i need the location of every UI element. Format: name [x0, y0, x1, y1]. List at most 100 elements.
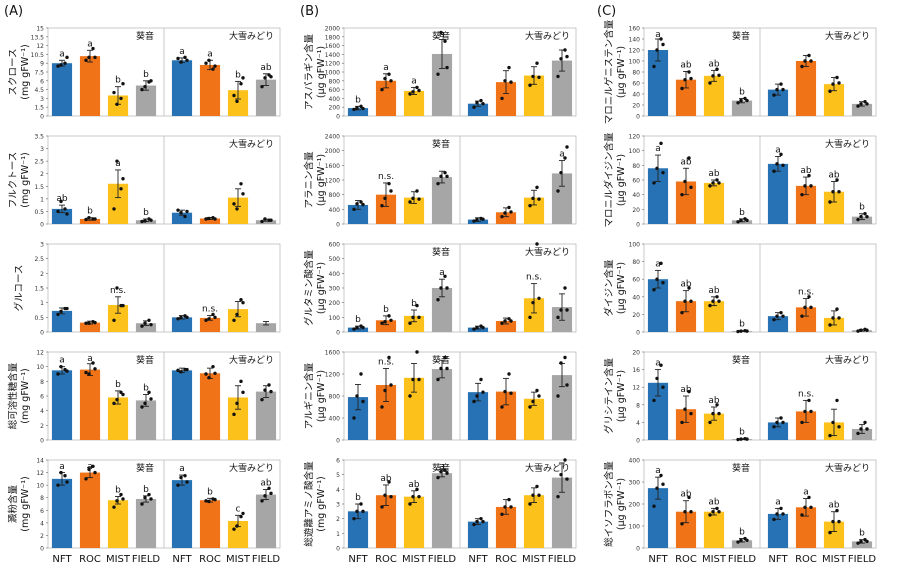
data-point	[204, 217, 208, 221]
data-point	[415, 487, 419, 492]
data-point	[807, 53, 811, 58]
bar-field	[255, 323, 277, 332]
significance-letter: ab	[708, 497, 720, 507]
y-tick-label: 6	[40, 508, 44, 515]
significance-letter: b	[859, 203, 865, 213]
significance-letter: a	[87, 354, 93, 364]
data-point	[445, 174, 449, 179]
significance-letter: b	[355, 493, 361, 503]
bar-nft	[347, 327, 369, 332]
y-axis-label: グルタミン酸含量	[303, 250, 315, 327]
significance-letter: a	[655, 259, 661, 269]
data-point	[439, 286, 443, 290]
y-tick-label: 0	[636, 546, 640, 553]
subplot-title: 大雪みどり	[525, 246, 570, 258]
x-category-label: FIELD	[728, 554, 757, 565]
y-tick-label: 3	[40, 96, 44, 103]
bar-mist	[703, 413, 725, 440]
y-tick-label: 3	[336, 502, 340, 509]
data-point	[831, 190, 835, 194]
bar-field	[255, 391, 277, 440]
data-point	[260, 84, 264, 89]
significance-letter: a	[207, 49, 213, 59]
data-point	[687, 286, 691, 290]
data-point	[91, 361, 95, 365]
significance-letter: ab	[680, 490, 692, 500]
data-point	[537, 296, 541, 300]
data-point	[147, 492, 151, 497]
y-tick-label: 2	[40, 271, 44, 278]
data-point	[389, 318, 393, 322]
y-axis-label: (μg gFW⁻¹)	[316, 46, 327, 98]
y-axis-label: (μg gFW⁻¹)	[616, 154, 627, 206]
data-point	[415, 350, 419, 354]
data-point	[779, 506, 783, 511]
data-point	[185, 209, 189, 214]
data-point	[856, 104, 860, 108]
data-point	[380, 405, 384, 409]
data-point	[119, 492, 123, 497]
data-point	[183, 214, 187, 219]
data-point	[715, 67, 719, 71]
significance-letter: n.s.	[378, 358, 394, 368]
significance-letter: b	[115, 76, 121, 86]
bar-mist	[523, 298, 545, 332]
data-point	[565, 383, 569, 387]
significance-letter: a	[383, 63, 389, 73]
y-tick-label: 1200	[325, 178, 340, 185]
data-point	[355, 394, 359, 398]
y-tick-label: 2	[40, 171, 44, 178]
data-point	[56, 312, 60, 317]
data-point	[383, 388, 387, 393]
significance-letter: b	[143, 208, 149, 218]
data-point	[185, 315, 189, 320]
y-tick-label: 1600	[325, 350, 340, 357]
x-category-label: NFT	[468, 554, 488, 565]
data-point	[93, 217, 97, 221]
y-tick-label: 12	[36, 470, 44, 477]
data-point	[361, 106, 365, 111]
y-tick-label: 10.5	[31, 52, 45, 59]
data-point	[745, 538, 749, 542]
data-point	[387, 355, 391, 360]
data-point	[781, 420, 785, 425]
x-category-label: MIST	[522, 554, 547, 565]
data-point	[239, 182, 243, 186]
data-point	[59, 199, 63, 204]
data-point	[408, 394, 412, 398]
y-tick-label: 3	[40, 242, 44, 249]
data-point	[436, 377, 440, 382]
data-point	[739, 218, 743, 223]
data-point	[500, 405, 504, 409]
y-tick-label: 2	[40, 423, 44, 430]
x-category-label: ROC	[795, 554, 817, 565]
data-point	[528, 83, 532, 87]
data-point	[56, 64, 60, 68]
data-point	[736, 220, 740, 224]
y-tick-label: 800	[329, 192, 341, 199]
data-point	[781, 314, 785, 318]
data-point	[352, 107, 356, 112]
data-point	[415, 85, 419, 90]
subplot-title: 葵音	[136, 462, 154, 474]
data-point	[711, 510, 715, 514]
data-point	[807, 295, 811, 299]
bar-field	[851, 541, 873, 548]
significance-letter: a	[411, 76, 417, 86]
subplot-title: 大雪みどり	[229, 354, 274, 366]
significance-letter: b	[739, 208, 745, 218]
data-point	[352, 207, 356, 212]
data-point	[207, 375, 211, 380]
y-axis-label: (μg gFW⁻¹)	[316, 370, 327, 422]
bar-field	[431, 177, 453, 224]
data-point	[835, 178, 839, 182]
data-point	[559, 472, 563, 477]
data-point	[472, 327, 476, 331]
data-point	[185, 480, 189, 484]
significance-letter: a	[59, 356, 65, 366]
bar-roc	[495, 212, 517, 224]
x-category-label: MIST	[402, 554, 427, 565]
data-point	[355, 509, 359, 514]
data-point	[359, 372, 363, 376]
